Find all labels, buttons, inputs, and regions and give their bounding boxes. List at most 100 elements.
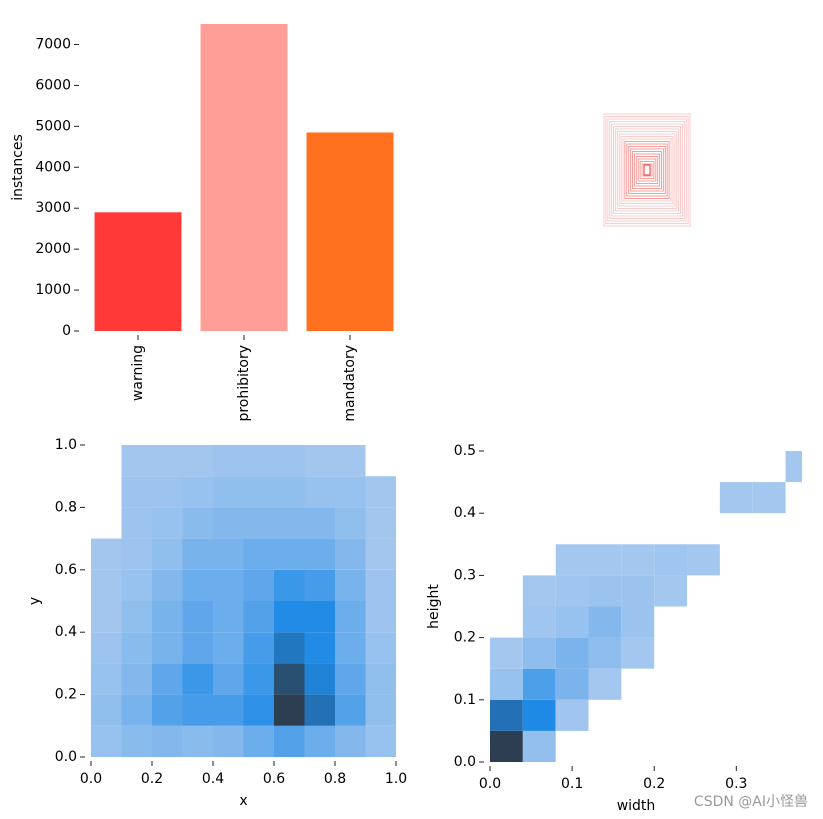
hist-cell [243, 725, 274, 757]
hist-cell [152, 632, 183, 664]
hist-cell [121, 476, 152, 508]
hist-cell [335, 601, 366, 633]
hist-cell [152, 507, 183, 539]
x-axis-label: x [239, 793, 247, 809]
hist-cell [621, 575, 655, 607]
y-tick-label: 0.0 [55, 749, 77, 765]
hist-cell [213, 569, 244, 601]
hist-cell [91, 663, 122, 695]
box-outline [614, 128, 680, 212]
hist-cell [335, 569, 366, 601]
hist-cell [152, 725, 183, 757]
hist-cell [490, 637, 523, 669]
hist-cell [243, 476, 274, 508]
hist-cell [152, 663, 183, 695]
hist-cell [522, 730, 556, 762]
hist-cell [213, 476, 244, 508]
hist-cell [213, 725, 244, 757]
hist-cell [182, 632, 213, 664]
y-tick-label: 0.5 [454, 443, 476, 459]
hist-cell [785, 451, 802, 483]
hist-cell [213, 601, 244, 633]
box-outline [641, 163, 653, 177]
hist-cell [121, 601, 152, 633]
hist-cell [555, 637, 589, 669]
x-tick-label: 0.1 [561, 776, 583, 792]
hist-cell [152, 694, 183, 726]
hist-cell [213, 538, 244, 570]
hist-cell [304, 445, 335, 477]
hist-cell [335, 445, 366, 477]
hist-cell [243, 445, 274, 477]
box-outline [607, 118, 687, 222]
box-outline [639, 161, 655, 179]
hist-cell [335, 507, 366, 539]
x-tick-label: 0.3 [725, 776, 747, 792]
y-axis-label: instances [10, 134, 26, 201]
hist-cell [91, 694, 122, 726]
hist-cell [304, 694, 335, 726]
y-tick-label: 0.0 [454, 754, 476, 770]
hist-cell [182, 476, 213, 508]
hist-cell [121, 569, 152, 601]
hist-cell [182, 445, 213, 477]
hist-cell [304, 663, 335, 695]
x-axis-label: width [617, 798, 656, 814]
hist-cell [243, 663, 274, 695]
hist-cell [365, 569, 396, 601]
hist-cell [243, 538, 274, 570]
hist-cell [304, 569, 335, 601]
hist-cell [365, 507, 396, 539]
hist-cell [621, 606, 655, 638]
hist-cell [365, 632, 396, 664]
hist-cell [274, 445, 305, 477]
y-tick-label: 7000 [35, 36, 71, 52]
hist-cell [91, 601, 122, 633]
watermark: CSDN @AI小怪兽 [694, 794, 808, 810]
bar [94, 212, 182, 331]
hist-cell [274, 507, 305, 539]
hist-cell [304, 601, 335, 633]
x-tick-label: 0.6 [263, 771, 285, 787]
hist-cell [490, 730, 523, 762]
hist-cell [588, 606, 622, 638]
y-tick-label: 0 [62, 323, 71, 339]
box-outline [613, 126, 681, 214]
box-outline [622, 138, 672, 202]
hist-cell [621, 544, 655, 576]
x-tick-label: warning [130, 345, 146, 401]
hist-cell [121, 663, 152, 695]
hist-cell [588, 637, 622, 669]
x-tick-label: 0.0 [479, 776, 501, 792]
y-tick-label: 0.6 [55, 562, 77, 578]
box-outline [611, 123, 683, 217]
hist-cell [274, 725, 305, 757]
y-tick-label: 0.4 [55, 624, 77, 640]
box-overlay [603, 113, 691, 227]
hist-cell [719, 482, 753, 514]
hist-cell [274, 694, 305, 726]
box-outline [618, 133, 676, 207]
x-tick-label: 0.4 [202, 771, 224, 787]
box-outline [637, 158, 657, 182]
hist-cell [274, 632, 305, 664]
hist-cell [365, 694, 396, 726]
y-tick-label: 6000 [35, 77, 71, 93]
hist-cell [522, 575, 556, 607]
hist-cell [555, 575, 589, 607]
box-outline [620, 136, 674, 204]
box-outline [635, 156, 659, 184]
hist-cell [121, 445, 152, 477]
hist-cell [335, 476, 366, 508]
y-tick-label: 5000 [35, 118, 71, 134]
hist-cell [490, 668, 523, 700]
hist-cell [152, 445, 183, 477]
hist-cell [213, 507, 244, 539]
hist-cell [182, 601, 213, 633]
box-outline [626, 143, 668, 197]
box-outline [616, 131, 678, 209]
y-tick-label: 3000 [35, 200, 71, 216]
hist-cell [335, 725, 366, 757]
hist-cell [213, 694, 244, 726]
